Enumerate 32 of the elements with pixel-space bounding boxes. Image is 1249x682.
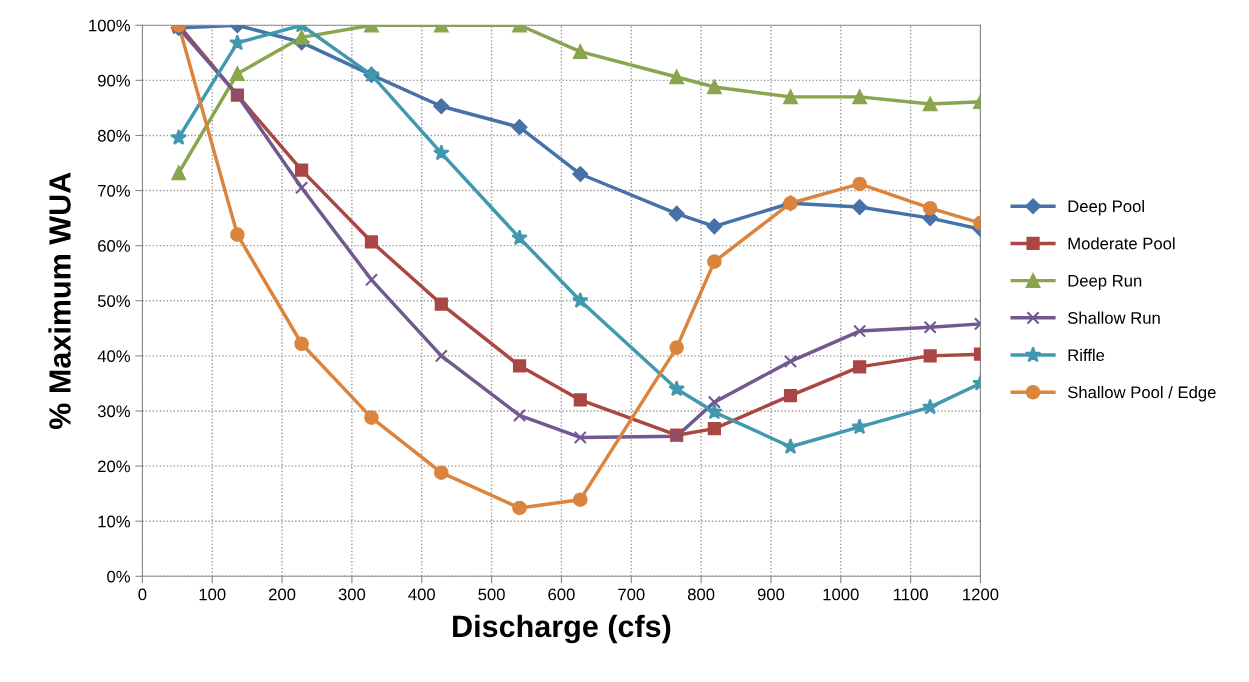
x-tick-label: 900 bbox=[757, 588, 785, 601]
legend-label: Deep Pool bbox=[1068, 199, 1144, 216]
x-tick-label: 800 bbox=[687, 588, 715, 601]
x-tick-label: 1200 bbox=[963, 588, 999, 601]
y-axis-title: % Maximum WUA bbox=[48, 172, 71, 430]
y-tick-label: 0% bbox=[107, 570, 130, 583]
x-tick-label: 100 bbox=[199, 588, 226, 601]
y-tick-label: 50% bbox=[97, 295, 130, 307]
legend-label: Deep Run bbox=[1068, 275, 1142, 290]
y-tick-label: 100% bbox=[89, 19, 130, 32]
x-tick-label: 0 bbox=[138, 588, 147, 601]
x-tick-label: 600 bbox=[548, 588, 575, 601]
x-axis-title: Discharge (cfs) bbox=[453, 614, 671, 644]
y-tick-label: 90% bbox=[98, 74, 130, 87]
legend-label: Shallow Run bbox=[1067, 311, 1160, 324]
x-tick-label: 1000 bbox=[823, 588, 859, 601]
y-tick-label: 20% bbox=[98, 460, 130, 473]
x-tick-label: 200 bbox=[269, 588, 296, 601]
y-tick-label: 10% bbox=[98, 515, 130, 528]
x-tick-label: 300 bbox=[338, 588, 366, 601]
legend-label: Moderate Pool bbox=[1068, 237, 1175, 250]
x-tick-label: 400 bbox=[408, 588, 435, 601]
y-tick-label: 70% bbox=[98, 184, 130, 197]
y-tick-label: 60% bbox=[98, 240, 130, 252]
y-tick-label: 30% bbox=[97, 405, 130, 418]
y-tick-label: 40% bbox=[97, 350, 130, 363]
x-tick-label: 700 bbox=[618, 588, 645, 601]
x-tick-label: 500 bbox=[478, 588, 505, 601]
legend-label: Shallow Pool / Edge bbox=[1067, 386, 1216, 402]
legend-label: Riffle bbox=[1068, 348, 1105, 362]
y-tick-label: 80% bbox=[97, 129, 130, 142]
x-tick-label: 1100 bbox=[893, 588, 928, 601]
